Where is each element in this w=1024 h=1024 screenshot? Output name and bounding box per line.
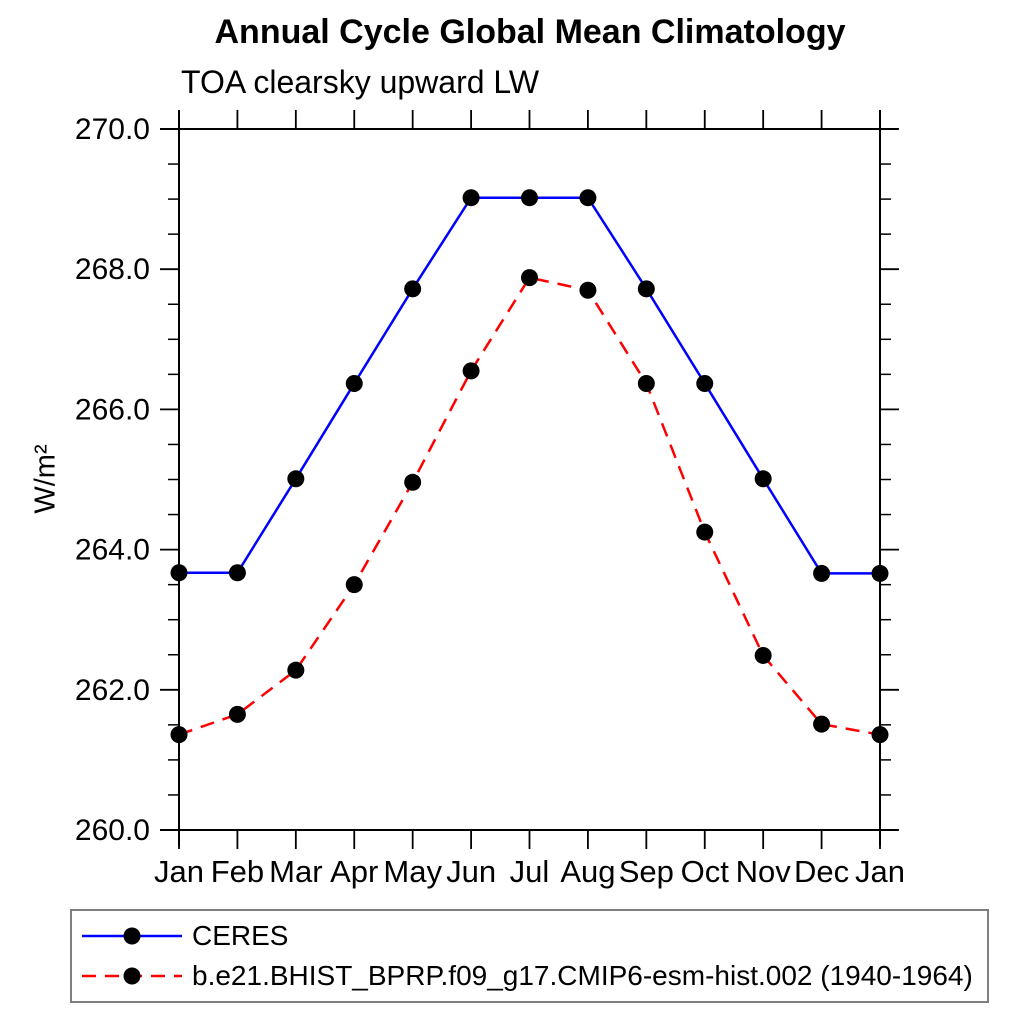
x-tick-label: Sep (619, 854, 674, 889)
x-tick-label: Jan (154, 854, 204, 889)
legend-sample-marker-icon (123, 967, 141, 985)
data-point-marker-0 (228, 564, 246, 582)
x-tick-label: Oct (681, 854, 730, 889)
x-tick-label: Apr (330, 854, 378, 889)
data-point-marker-1 (637, 374, 655, 392)
data-point-marker-0 (287, 470, 305, 488)
data-point-marker-0 (521, 189, 538, 207)
legend-label-ceres: CERES (192, 920, 289, 951)
data-point-marker-1 (696, 523, 714, 541)
x-tick-label: Jul (510, 854, 550, 889)
x-tick-label: Mar (269, 854, 322, 889)
chart-title: Annual Cycle Global Mean Climatology (214, 13, 846, 51)
series-line-0 (179, 196, 880, 575)
data-point-marker-1 (170, 726, 188, 744)
legend-line-sample-dashed (82, 967, 182, 985)
y-tick-label: 262.0 (75, 674, 150, 707)
data-point-marker-0 (871, 564, 889, 582)
data-point-marker-0 (637, 280, 655, 298)
series-line-1 (178, 276, 881, 736)
data-point-marker-1 (404, 473, 422, 491)
data-point-marker-0 (170, 564, 188, 582)
x-tick-label: Aug (560, 854, 615, 889)
data-point-marker-1 (813, 715, 831, 733)
legend-item-model: b.e21.BHIST_BPRP.f09_g17.CMIP6-esm-hist.… (76, 958, 987, 994)
data-point-marker-1 (579, 281, 597, 299)
data-point-marker-1 (521, 269, 538, 287)
data-point-marker-1 (462, 362, 480, 380)
data-point-marker-1 (287, 661, 305, 679)
y-tick-label: 264.0 (75, 534, 150, 567)
data-point-marker-0 (696, 374, 714, 392)
data-point-marker-0 (579, 189, 597, 207)
data-point-marker-0 (813, 564, 831, 582)
x-tick-label: May (383, 854, 442, 889)
x-tick-label: Jun (446, 854, 496, 889)
data-point-marker-0 (404, 280, 422, 298)
legend-label-model: b.e21.BHIST_BPRP.f09_g17.CMIP6-esm-hist.… (192, 960, 973, 991)
data-point-marker-1 (228, 705, 246, 723)
legend-sample-marker-icon (123, 927, 141, 945)
x-tick-label: Dec (794, 854, 849, 889)
data-point-marker-1 (345, 576, 363, 594)
data-point-marker-1 (871, 726, 889, 744)
y-tick-label: 260.0 (75, 814, 150, 847)
data-point-marker-0 (754, 470, 772, 488)
y-tick-label: 270.0 (75, 113, 150, 146)
y-tick-label: 268.0 (75, 253, 150, 286)
x-tick-label: Feb (211, 854, 264, 889)
x-tick-label: Nov (736, 854, 792, 889)
legend-item-ceres: CERES (76, 918, 987, 954)
chart-subtitle: TOA clearsky upward LW (181, 64, 540, 100)
x-tick-label: Jan (855, 854, 905, 889)
y-tick-label: 266.0 (75, 393, 150, 426)
data-point-marker-0 (462, 189, 480, 207)
legend-line-sample-solid (82, 927, 182, 945)
data-point-marker-1 (754, 646, 772, 664)
legend: CERES b.e21.BHIST_BPRP.f09_g17.CMIP6-esm… (70, 909, 989, 1003)
data-point-marker-0 (345, 374, 363, 392)
